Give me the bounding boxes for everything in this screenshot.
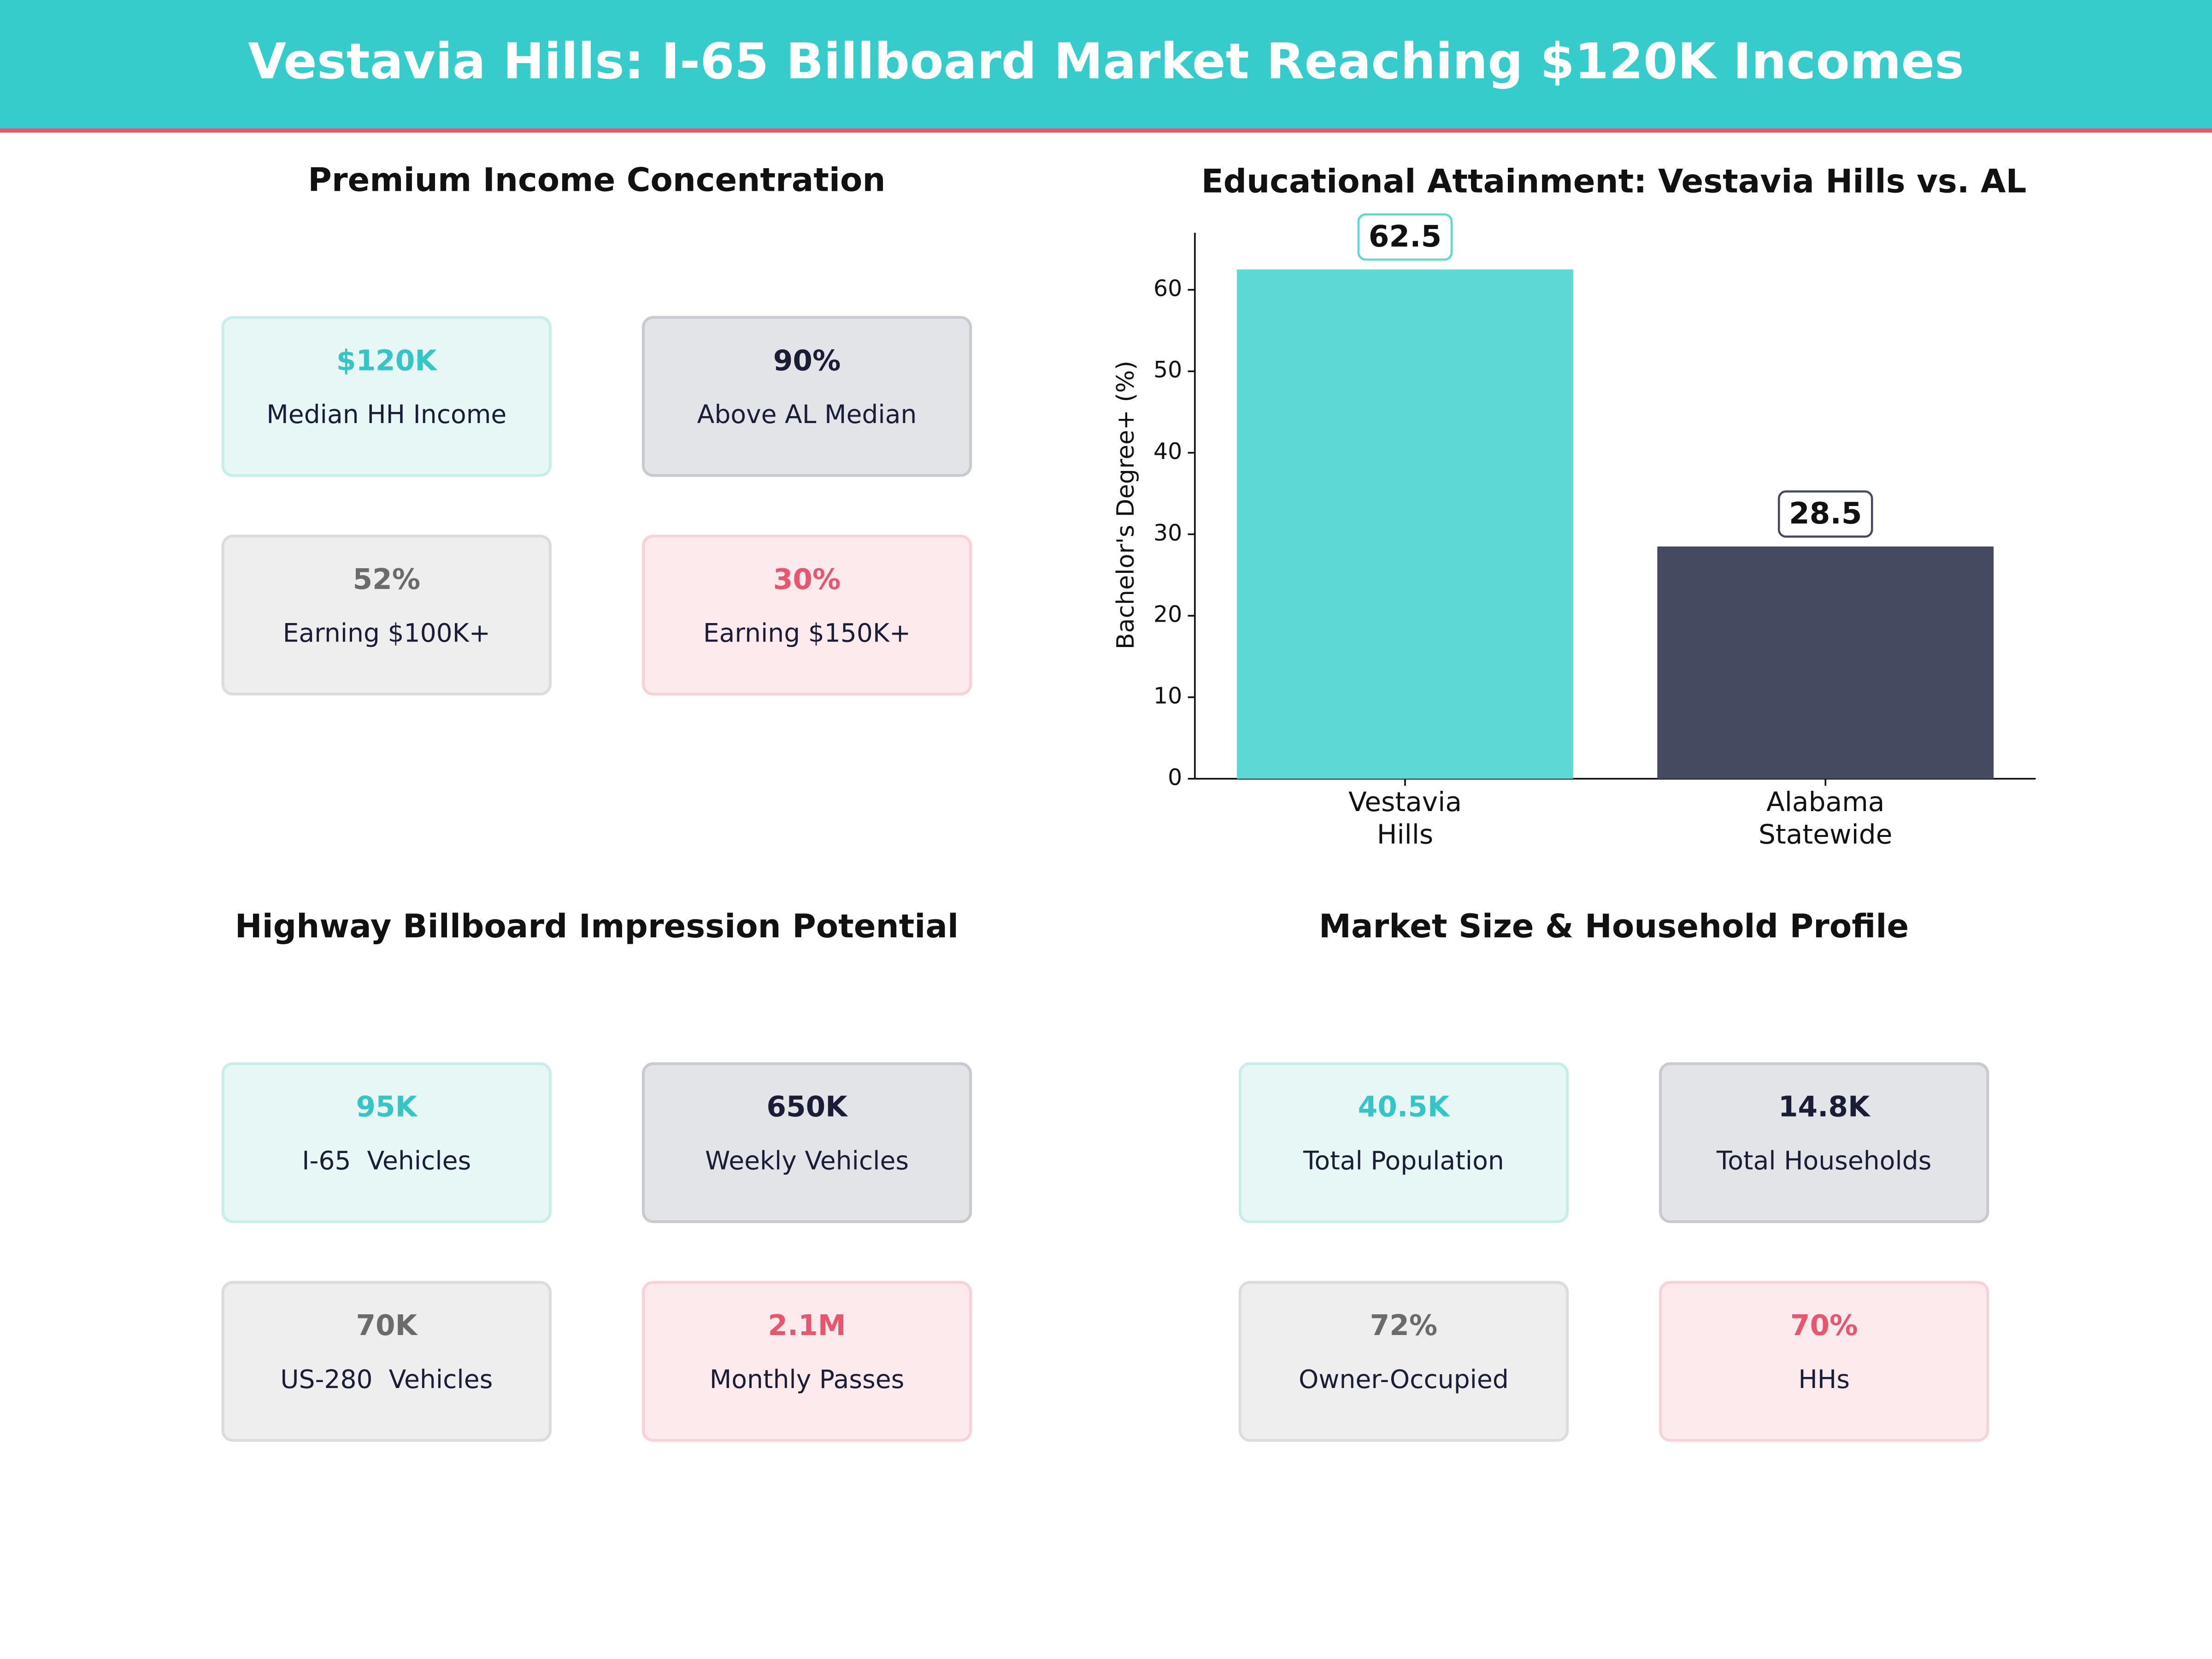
kpi-card [1659, 1281, 1989, 1442]
y-tick-label: 60 [1153, 275, 1182, 301]
kpi-value: 14.8K [1778, 1091, 1871, 1124]
panel-title: Market Size & Household Profile [1319, 907, 1909, 945]
kpi-card [641, 316, 972, 477]
x-tick-label: Vestavia Hills [1348, 787, 1462, 851]
y-tick-label: 50 [1153, 357, 1182, 383]
page-title: Vestavia Hills: I-65 Billboard Market Re… [248, 33, 1964, 90]
kpi-label: I-65 Vehicles [302, 1146, 471, 1176]
y-tick-label: 30 [1153, 520, 1182, 546]
kpi-label: HHs [1798, 1365, 1850, 1394]
kpi-card [1659, 1062, 1989, 1224]
y-tick-label: 40 [1153, 438, 1182, 465]
header-band [0, 0, 2212, 130]
kpi-card [641, 1281, 972, 1442]
kpi-label: Owner-Occupied [1299, 1365, 1509, 1394]
kpi-value: 650K [766, 1091, 848, 1124]
kpi-value: 70K [356, 1309, 418, 1342]
bar [1657, 546, 1994, 779]
kpi-label: Total Households [1716, 1146, 1931, 1176]
kpi-label: US-280 Vehicles [280, 1365, 493, 1394]
kpi-card [1238, 1281, 1569, 1442]
kpi-label: Earning $150K+ [703, 618, 911, 648]
kpi-value: 2.1M [768, 1309, 846, 1342]
kpi-card [641, 535, 972, 696]
kpi-value: 90% [773, 344, 841, 377]
value-label: 28.5 [1789, 496, 1862, 531]
kpi-value: 72% [1370, 1309, 1438, 1342]
panel-title: Highway Billboard Impression Potential [235, 907, 959, 945]
kpi-card [221, 1062, 552, 1224]
bar [1237, 269, 1573, 779]
kpi-value: 40.5K [1358, 1091, 1451, 1124]
y-tick-label: 10 [1153, 682, 1182, 709]
value-label: 62.5 [1369, 219, 1442, 254]
kpi-label: Weekly Vehicles [705, 1146, 909, 1176]
kpi-value: 52% [353, 563, 421, 596]
kpi-card [1238, 1062, 1569, 1224]
kpi-card [221, 1281, 552, 1442]
kpi-value: $120K [336, 344, 438, 377]
chart-title: Educational Attainment: Vestavia Hills v… [1201, 162, 2027, 200]
x-tick-label-box: Alabama Statewide [1759, 787, 1893, 851]
kpi-label: Earning $100K+ [283, 618, 490, 648]
value-label-box [1777, 490, 1873, 538]
y-tick-label: 0 [1168, 764, 1182, 790]
header-rule [0, 128, 2212, 133]
kpi-card [641, 1062, 972, 1224]
kpi-value: 95K [356, 1091, 418, 1124]
value-label-box [1357, 213, 1453, 261]
y-axis-label: Bachelor's Degree+ (%) [1112, 361, 1140, 649]
panel-title: Premium Income Concentration [308, 161, 885, 199]
kpi-label: Median HH Income [266, 400, 506, 429]
kpi-card [221, 535, 552, 696]
kpi-label: Monthly Passes [710, 1365, 905, 1394]
kpi-label: Above AL Median [697, 400, 917, 429]
kpi-value: 70% [1790, 1309, 1858, 1342]
x-tick-label: Alabama Statewide [1759, 787, 1893, 851]
kpi-card [221, 316, 552, 477]
kpi-value: 30% [773, 563, 841, 596]
x-tick-label-box: Vestavia Hills [1348, 787, 1462, 851]
kpi-label: Total Population [1303, 1146, 1504, 1176]
y-tick-label: 20 [1153, 601, 1182, 628]
